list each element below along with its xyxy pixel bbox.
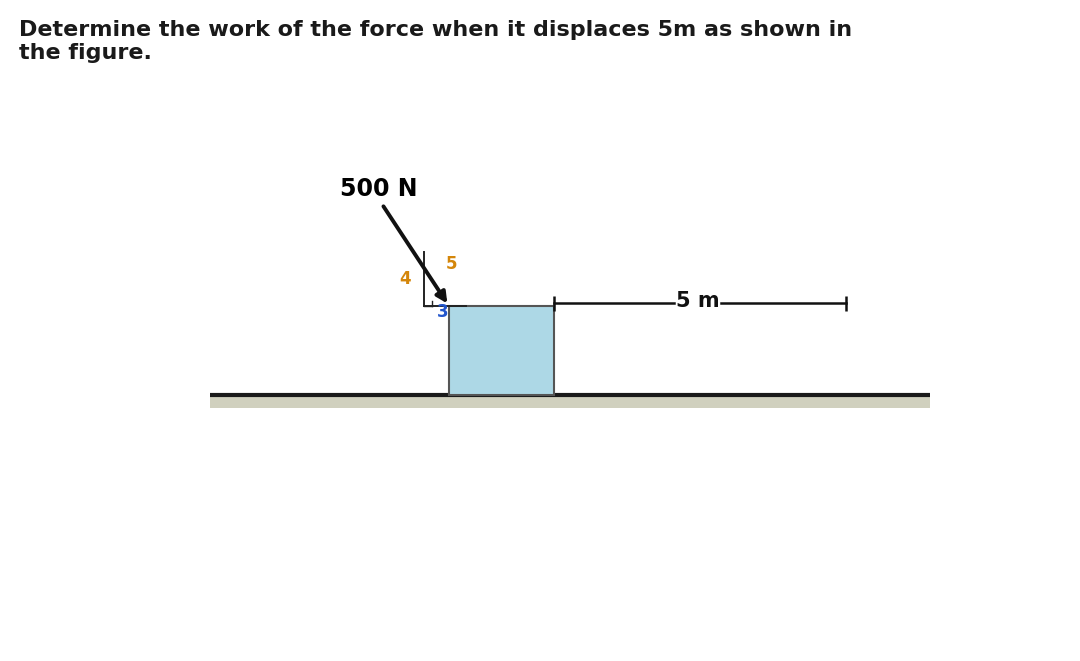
Text: Determine the work of the force when it displaces 5m as shown in
the figure.: Determine the work of the force when it … — [19, 20, 852, 63]
Text: 5 m: 5 m — [676, 291, 719, 311]
Text: 4: 4 — [400, 270, 411, 288]
Text: 5: 5 — [446, 254, 457, 272]
Bar — [211, 395, 930, 408]
Bar — [449, 306, 554, 395]
Text: 3: 3 — [437, 303, 449, 321]
Text: 500 N: 500 N — [340, 177, 418, 202]
